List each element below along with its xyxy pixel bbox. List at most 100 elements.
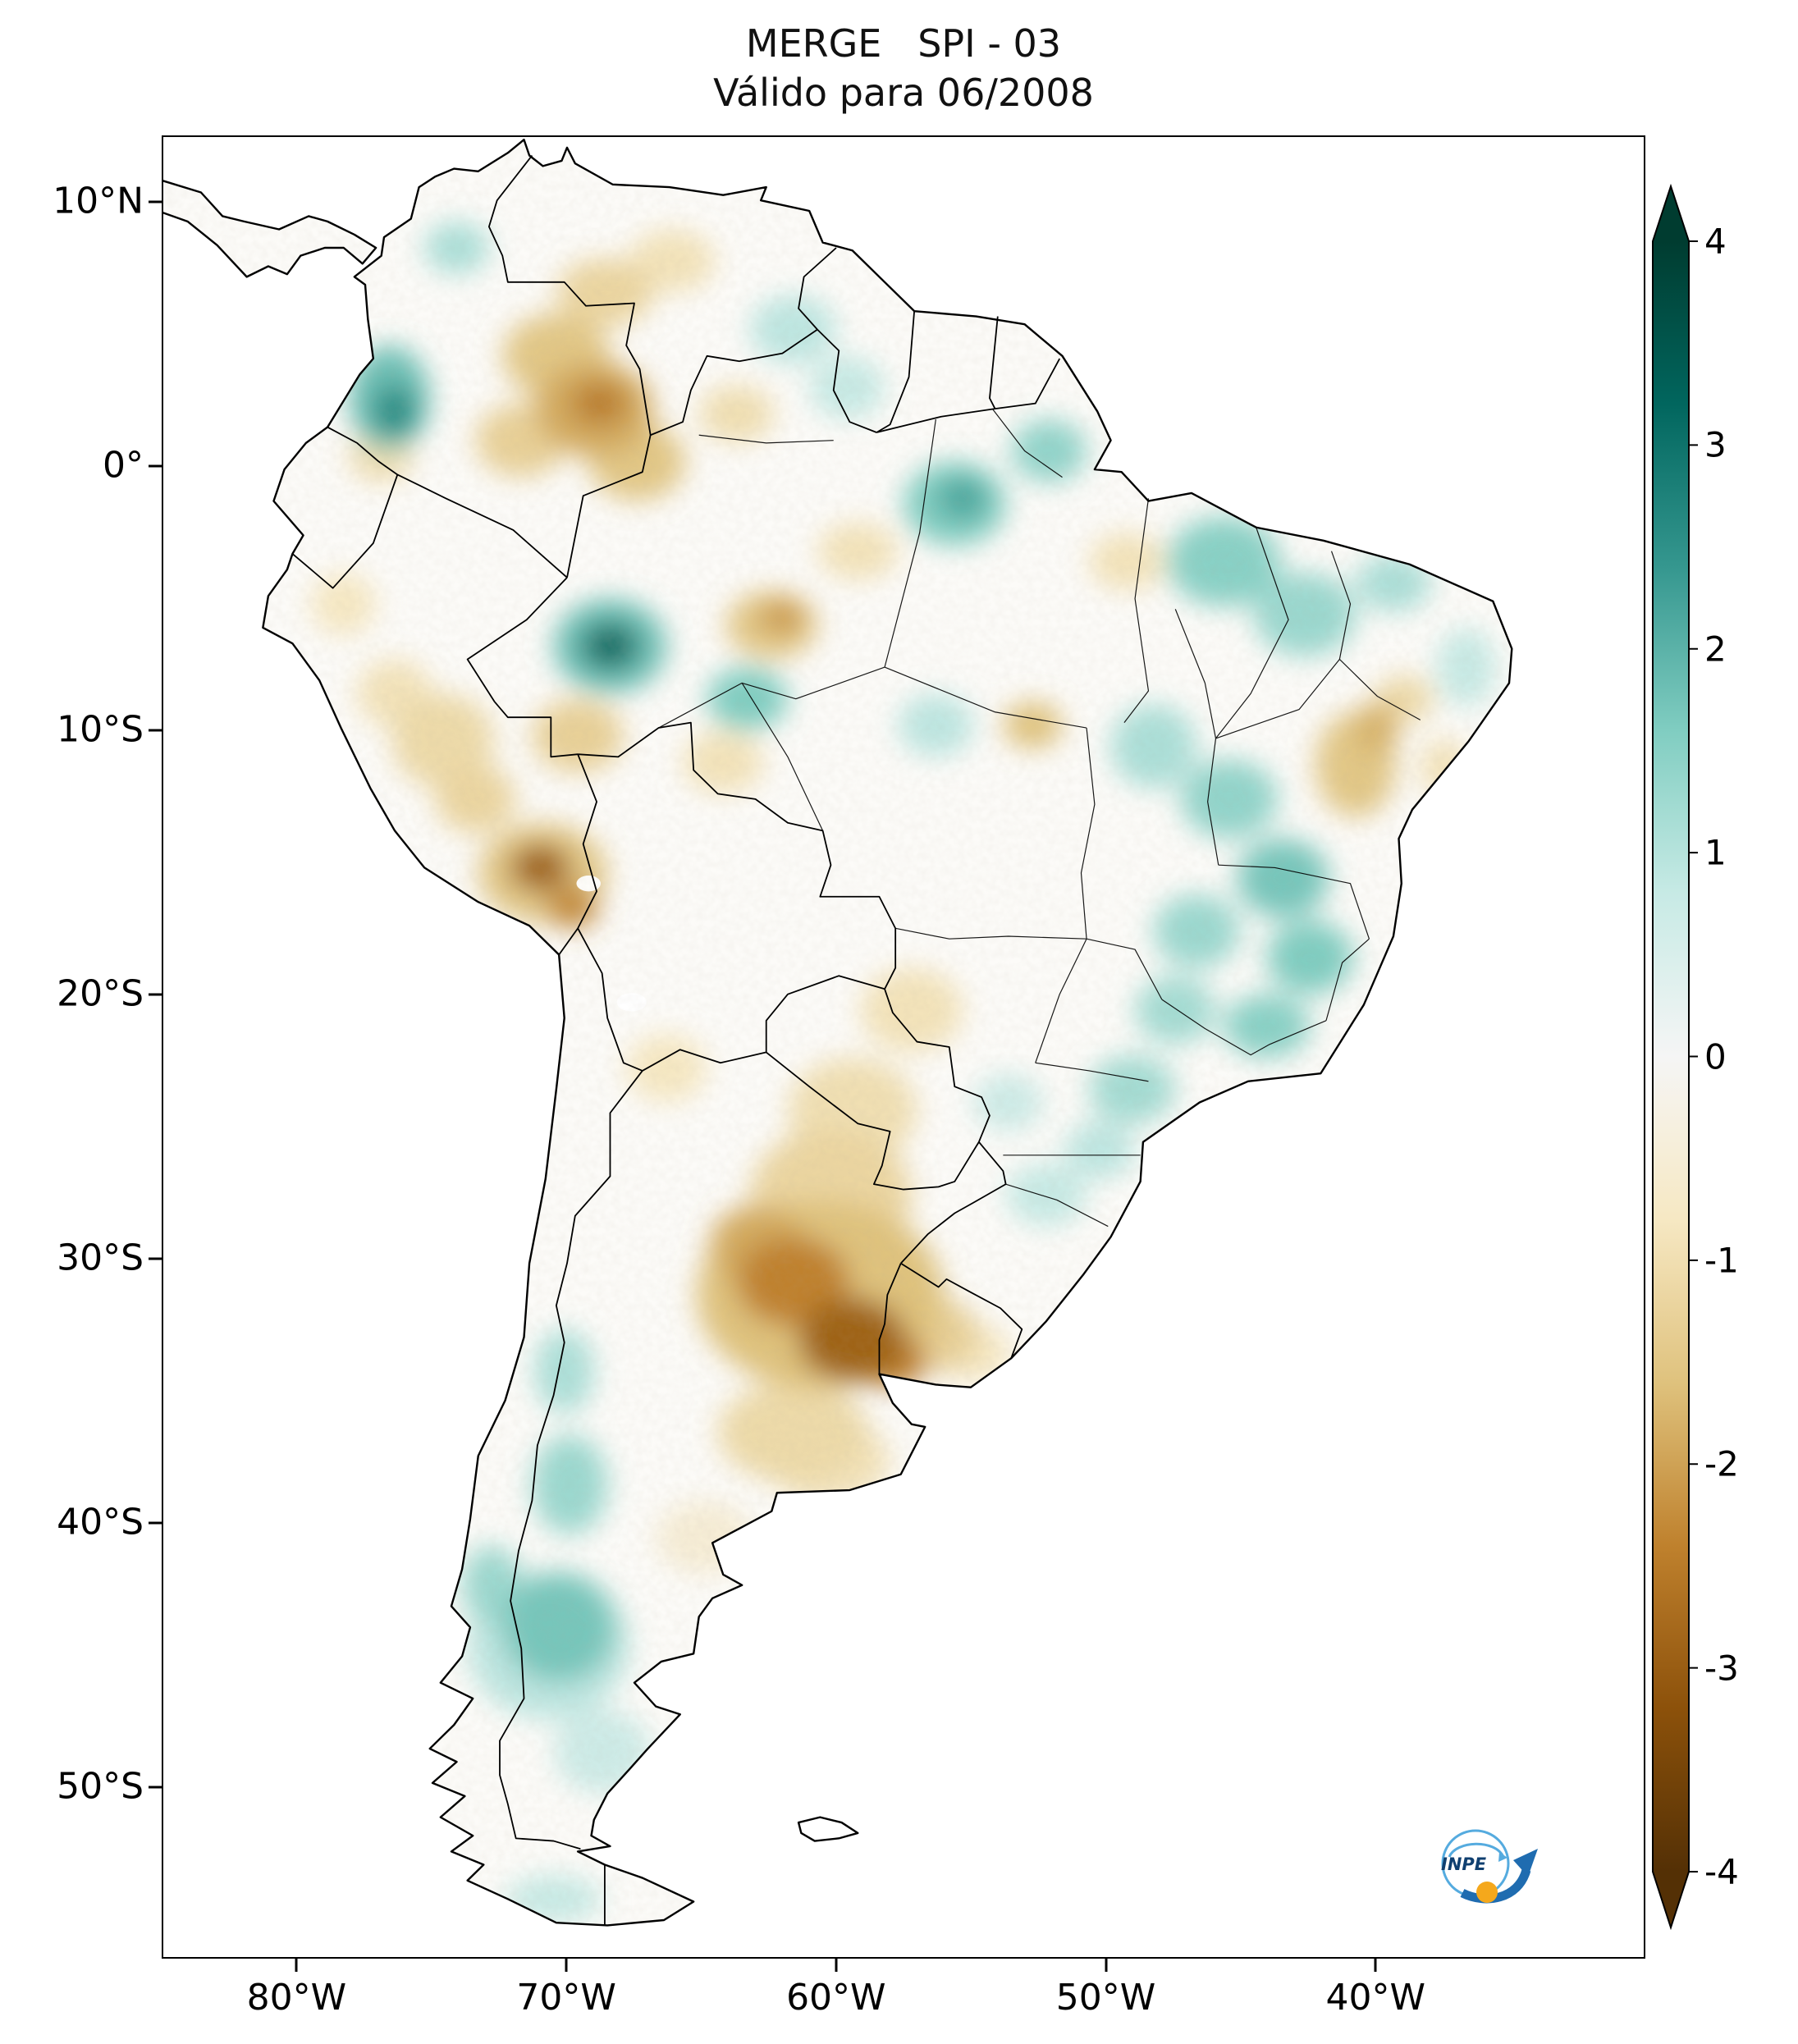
south-america-coastline: [263, 139, 1512, 1925]
colorbar-tick-label: 4: [1704, 221, 1727, 262]
colorbar-tick-label: -1: [1704, 1240, 1739, 1281]
colorbar: [1652, 183, 1798, 1931]
colorbar-tick-label: 1: [1704, 832, 1727, 873]
y-axis-tick-mark: [149, 1257, 162, 1260]
state-border: [1036, 1063, 1149, 1081]
border-colombia-peru: [397, 474, 567, 577]
y-axis-tick-label: 10°S: [57, 708, 144, 751]
border-peru-chile: [559, 928, 578, 954]
state-border: [1162, 999, 1326, 1055]
border-colombia-venezuela: [489, 156, 651, 436]
border-bolivia-paraguay: [766, 976, 885, 1052]
south-america-map: [163, 137, 1644, 1957]
falkland-islands-outline: [798, 1818, 858, 1841]
state-border: [885, 419, 936, 667]
state-border: [1036, 939, 1087, 1063]
border-venezuela-guyana: [798, 248, 836, 330]
panama-coastline: [163, 179, 376, 277]
border-peru-brazil: [468, 578, 578, 757]
chart-subtitle: Válido para 06/2008: [713, 70, 1094, 115]
state-border: [1081, 728, 1094, 939]
state-border: [1215, 528, 1288, 738]
y-axis-tick-mark: [149, 464, 162, 468]
title-block: MERGE SPI - 03 Válido para 06/2008: [162, 20, 1645, 118]
state-border: [1175, 609, 1215, 738]
border-colombia-brazil: [567, 435, 651, 578]
state-border: [699, 435, 834, 443]
colorbar-tick-label: 0: [1704, 1036, 1727, 1077]
border-peru-bolivia: [578, 754, 597, 928]
raster-grain: [163, 139, 1512, 1926]
brazil-state-borders-layer: [659, 409, 1421, 1226]
state-border: [1332, 551, 1351, 660]
x-axis-tick-mark: [1105, 1959, 1108, 1972]
state-border: [1326, 939, 1369, 1021]
country-borders-layer: [292, 156, 1059, 1926]
x-axis-tick-label: 60°W: [786, 1977, 886, 2019]
y-axis-tick-label: 40°S: [57, 1501, 144, 1543]
border-bolivia-brazil: [578, 723, 895, 990]
state-border: [659, 667, 885, 728]
map-plot-area: INPE: [162, 135, 1645, 1959]
coastline-layer: [163, 139, 1512, 1925]
colorbar-tick-label: -2: [1704, 1443, 1739, 1484]
x-axis-tick-mark: [1374, 1959, 1377, 1972]
state-border: [1087, 939, 1162, 999]
x-axis-tick-label: 40°W: [1325, 1977, 1426, 2019]
chart-title: MERGE SPI - 03: [745, 21, 1062, 66]
state-border: [1215, 659, 1339, 738]
x-axis-tick-mark: [835, 1959, 838, 1972]
colorbar-tick-label: 2: [1704, 629, 1727, 670]
colorbar-graphic: [1652, 183, 1698, 1931]
logo-text: INPE: [1441, 1854, 1487, 1874]
logo-arrow-icon: [1460, 1868, 1531, 1904]
state-border: [1339, 659, 1420, 720]
y-axis-tick-mark: [149, 729, 162, 732]
border-argentina-brazil: [901, 1142, 1006, 1264]
border-paraguay-brazil: [885, 989, 990, 1141]
logo-swirl-arrowhead-icon: [1498, 1852, 1507, 1862]
y-axis-tick-label: 10°N: [53, 179, 144, 222]
colorbar-tick-label: 3: [1704, 424, 1727, 465]
state-border: [1006, 1184, 1109, 1226]
x-axis-tick-mark: [565, 1959, 568, 1972]
y-axis-tick-label: 0°: [103, 444, 144, 487]
border-uruguay-argentina: [879, 1264, 900, 1374]
colorbar-tick-label: -3: [1704, 1648, 1739, 1689]
border-ecuador-peru: [292, 474, 397, 588]
state-border: [895, 928, 1087, 939]
logo-swirl-icon: [1448, 1842, 1505, 1858]
x-axis-tick-label: 50°W: [1055, 1977, 1156, 2019]
colorbar-gradient-bar: [1652, 183, 1690, 1931]
state-border: [992, 409, 1062, 478]
y-axis-tick-mark: [149, 993, 162, 996]
land-fill-layer: [163, 139, 1512, 1926]
y-axis-tick-mark: [149, 200, 162, 203]
state-border: [742, 683, 822, 830]
state-border: [1219, 865, 1370, 939]
y-axis-tick-mark: [149, 1521, 162, 1525]
border-guyana-suriname: [876, 311, 914, 432]
y-axis-tick-label: 50°S: [57, 1765, 144, 1808]
logo-arrowhead-icon: [1513, 1849, 1538, 1877]
x-axis-tick-label: 80°W: [246, 1977, 347, 2019]
state-border: [1208, 738, 1219, 865]
border-chile-argentina: [500, 1071, 643, 1849]
logo-orange-dot-icon: [1476, 1882, 1498, 1903]
y-axis-tick-label: 30°S: [57, 1237, 144, 1279]
x-axis-tick-mark: [295, 1959, 298, 1972]
state-border: [885, 667, 1087, 728]
inpe-logo: INPE: [1428, 1819, 1553, 1908]
border-brazil-uruguay: [901, 1264, 1023, 1359]
y-axis-tick-mark: [149, 1786, 162, 1789]
border-suriname-frenchguiana: [990, 317, 998, 409]
border-bolivia-chile: [578, 928, 643, 1071]
y-axis-tick-label: 20°S: [57, 972, 144, 1015]
state-border: [1124, 498, 1149, 722]
border-venezuela-brazil: [651, 330, 817, 436]
border-brazil-north: [876, 359, 1059, 432]
colorbar-tick-label: -4: [1704, 1851, 1739, 1892]
border-guyana-brazil: [817, 330, 876, 432]
border-colombia-ecuador: [327, 428, 397, 475]
